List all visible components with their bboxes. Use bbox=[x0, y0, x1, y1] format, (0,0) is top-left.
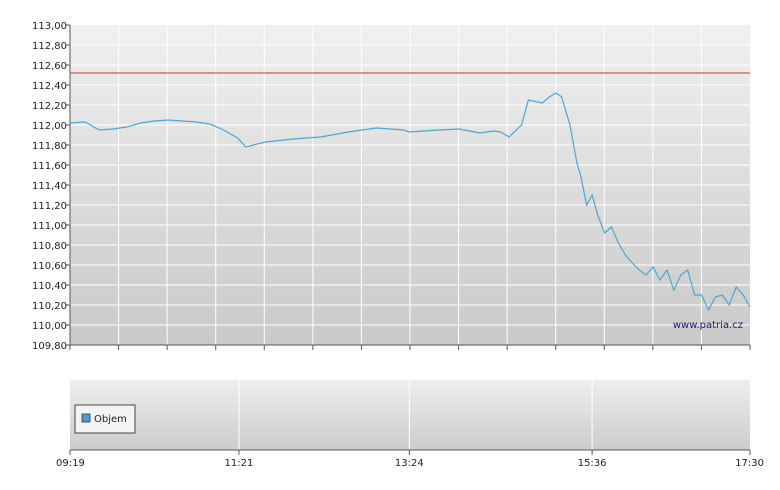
volume-plot-background bbox=[70, 380, 750, 450]
x-axis-ticks: 09:19 11:21 13:24 15:36 17:30 bbox=[56, 450, 764, 469]
y-axis-ticks: 113,00 112,80 112,60 112,40 112,20 112,00 111,… bbox=[32, 21, 70, 352]
y-tick-label: 112,40 bbox=[32, 81, 67, 92]
y-tick-label: 111,40 bbox=[32, 181, 67, 192]
volume-legend-swatch bbox=[81, 413, 91, 423]
main-plot-area: 113,00 112,80 112,60 112,40 112,20 112,00 111,… bbox=[32, 21, 751, 352]
volume-grid-lines bbox=[238, 380, 593, 450]
volume-legend: Objem bbox=[74, 404, 136, 434]
y-tick-label: 111,20 bbox=[32, 201, 67, 212]
y-tick-label: 112,60 bbox=[32, 61, 67, 72]
x-tick-label: 09:19 bbox=[56, 458, 85, 469]
y-tick-label: 109,80 bbox=[32, 341, 67, 352]
y-tick-label: 110,40 bbox=[32, 281, 67, 292]
volume-plot-area: Objem bbox=[70, 380, 750, 451]
volume-legend-label: Objem bbox=[94, 414, 127, 425]
x-tick-label: 11:21 bbox=[225, 458, 254, 469]
y-tick-label: 110,20 bbox=[32, 301, 67, 312]
y-tick-label: 113,00 bbox=[32, 21, 67, 32]
y-tick-label: 110,80 bbox=[32, 241, 67, 252]
x-tick-label: 15:36 bbox=[578, 458, 607, 469]
y-tick-label: 111,60 bbox=[32, 161, 67, 172]
y-tick-label: 110,60 bbox=[32, 261, 67, 272]
y-tick-label: 112,80 bbox=[32, 41, 67, 52]
y-tick-label: 111,80 bbox=[32, 141, 67, 152]
y-tick-label: 112,00 bbox=[32, 121, 67, 132]
price-series-line bbox=[69, 92, 751, 312]
watermark: www.patria.cz bbox=[673, 320, 743, 331]
grid-lines bbox=[70, 25, 750, 345]
y-tick-label: 110,00 bbox=[32, 321, 67, 332]
x-tick-label: 17:30 bbox=[735, 458, 764, 469]
y-tick-label: 111,00 bbox=[32, 221, 67, 232]
y-tick-label: 112,20 bbox=[32, 101, 67, 112]
x-tick-label: 13:24 bbox=[395, 458, 424, 469]
